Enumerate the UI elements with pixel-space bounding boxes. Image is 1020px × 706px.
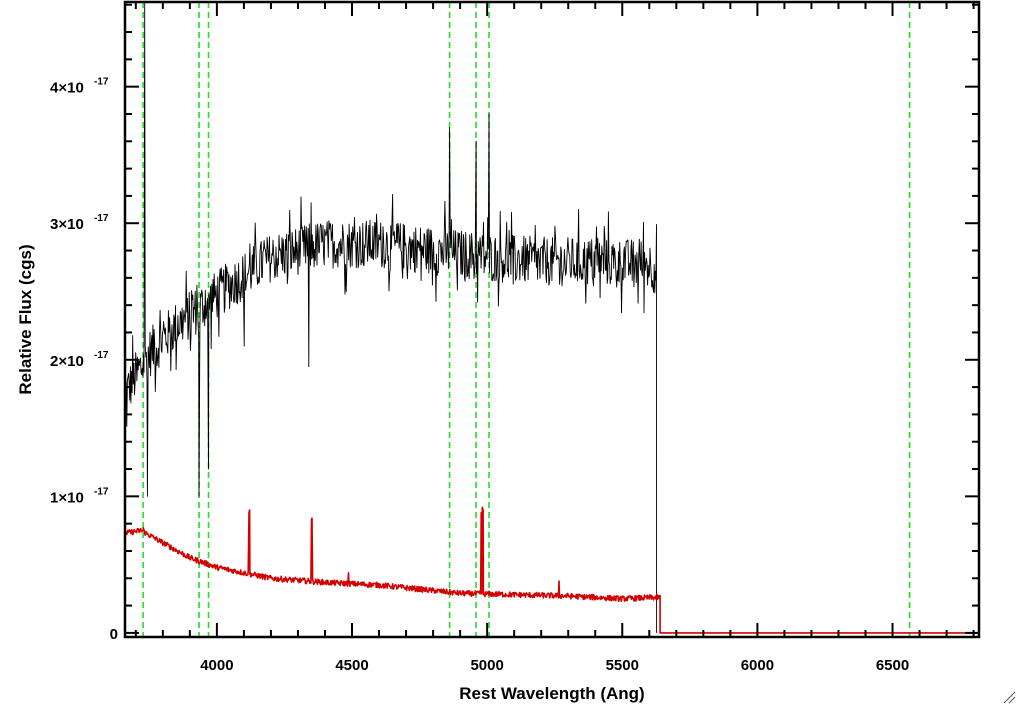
- plot-frame: [123, 0, 981, 639]
- x-tick-labels: 4000 4500 5000 5500 6000 6500: [200, 657, 909, 674]
- x-axis-title: Rest Wavelength (Ang): [459, 684, 644, 703]
- y-tick-label: 0: [110, 626, 118, 643]
- x-tick-label: 5500: [606, 657, 639, 674]
- x-tick-label: 4500: [335, 657, 368, 674]
- y-tick-exponent: -17: [94, 486, 109, 497]
- resize-grip-icon[interactable]: [1002, 690, 1016, 704]
- y-tick-exponent: -17: [94, 350, 109, 361]
- reference-lines: [142, 2, 911, 637]
- series-line: [124, 506, 979, 634]
- x-tick-label: 6000: [741, 657, 774, 674]
- series-layer: [124, 1, 979, 634]
- y-tick-labels: 0 1×10 -17 2×10 -17 3×10 -17 4×10 -17: [50, 77, 118, 643]
- y-tick-label: 3×10: [50, 216, 84, 233]
- y-tick-label: 4×10: [50, 80, 84, 97]
- x-tick-label: 5000: [470, 657, 503, 674]
- axis-ticks: [125, 2, 979, 637]
- y-axis-title: Relative Flux (cgs): [16, 244, 35, 394]
- y-tick-label: 2×10: [50, 353, 84, 370]
- y-tick-label: 1×10: [50, 489, 84, 506]
- y-tick-exponent: -17: [94, 213, 109, 224]
- series-line: [124, 1, 658, 633]
- x-tick-label: 6500: [876, 657, 909, 674]
- x-tick-label: 4000: [200, 657, 233, 674]
- y-tick-exponent: -17: [94, 77, 109, 88]
